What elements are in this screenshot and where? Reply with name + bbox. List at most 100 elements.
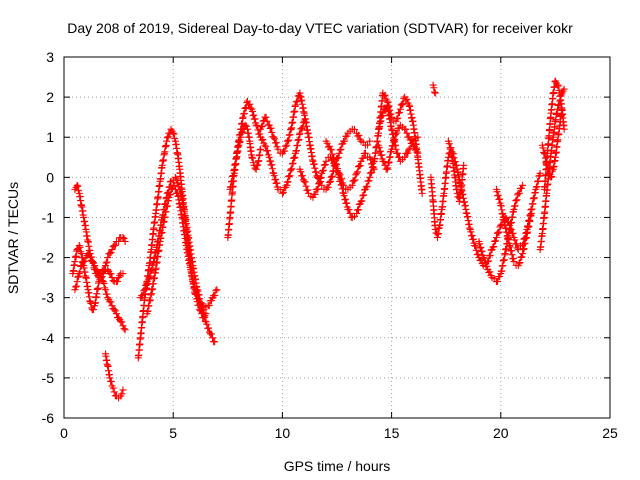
data-point [251, 115, 259, 123]
data-point [193, 290, 201, 298]
data-point [450, 154, 458, 162]
y-tick-label: 1 [46, 129, 54, 145]
data-point [324, 183, 332, 191]
series-track-t [492, 185, 535, 270]
data-point [174, 179, 182, 187]
axis-ticks: 0 5 10 15 20 25 -6 -5 -4 -3 -2 -1 0 1 2 3 [42, 49, 618, 441]
data-point [319, 166, 327, 174]
data-point [163, 137, 171, 145]
data-point [338, 175, 346, 183]
data-point [370, 165, 378, 173]
data-point [109, 277, 117, 285]
data-point [72, 282, 80, 290]
series-track-q [427, 145, 468, 241]
data-point [100, 267, 108, 275]
data-point [540, 148, 548, 156]
data-point [107, 248, 115, 256]
data-point [285, 136, 293, 144]
data-point [203, 320, 211, 328]
data-point [496, 273, 504, 281]
data-point [548, 167, 556, 175]
data-point [99, 278, 107, 286]
data-point [333, 165, 341, 173]
data-point [346, 209, 354, 217]
y-tick-label: -1 [42, 209, 55, 225]
data-point [451, 158, 459, 166]
data-point [337, 145, 345, 153]
data-point [536, 169, 544, 177]
data-point [527, 209, 535, 217]
data-point [205, 301, 213, 309]
y-tick-label: 0 [46, 169, 54, 185]
data-point [75, 270, 83, 278]
data-point [336, 146, 344, 154]
data-point [366, 137, 374, 145]
data-point [108, 274, 116, 282]
data-point [209, 334, 217, 342]
data-point [311, 190, 319, 198]
data-point [73, 278, 81, 286]
data-point [292, 101, 300, 109]
data-point [81, 257, 89, 265]
data-point [284, 178, 292, 186]
y-tick-label: -2 [42, 250, 55, 266]
data-point [494, 191, 502, 199]
data-point [257, 145, 265, 153]
series-track-l [322, 137, 378, 193]
data-point [267, 124, 275, 132]
data-point [106, 250, 114, 258]
data-point [146, 272, 154, 280]
data-point [300, 177, 308, 185]
data-point [353, 209, 361, 217]
data-point [262, 143, 270, 151]
data-point [395, 108, 403, 116]
data-point [297, 168, 305, 176]
data-point [396, 105, 404, 113]
data-point [402, 125, 410, 133]
data-point [257, 123, 265, 131]
data-point [265, 153, 273, 161]
data-point [107, 270, 115, 278]
data-point [72, 283, 80, 291]
data-point [545, 169, 553, 177]
series-track-w [538, 105, 566, 181]
data-point [108, 302, 116, 310]
series-track-s [475, 181, 527, 286]
data-point [406, 144, 414, 152]
data-point [292, 98, 300, 106]
data-point [268, 165, 276, 173]
data-point [139, 291, 147, 299]
data-point [547, 173, 555, 181]
data-point [111, 307, 119, 315]
data-point [485, 252, 493, 260]
x-tick-label: 20 [493, 425, 509, 441]
data-point [283, 181, 291, 189]
series-track-v [540, 77, 568, 193]
data-point [515, 259, 523, 267]
data-point [171, 185, 179, 193]
data-point [108, 246, 116, 254]
data-point [298, 124, 306, 132]
data-point [518, 184, 526, 192]
data-point [141, 286, 149, 294]
data-point [252, 121, 260, 129]
data-point [107, 298, 115, 306]
data-point [394, 114, 402, 122]
y-tick-label: -3 [42, 290, 55, 306]
data-point [480, 254, 488, 262]
data-point [397, 101, 405, 109]
data-point [335, 149, 343, 157]
data-point [86, 250, 94, 258]
data-point [357, 197, 365, 205]
data-point [507, 247, 515, 255]
data-point [489, 243, 497, 251]
data-point [354, 163, 362, 171]
data-point [445, 140, 453, 148]
y-tick-label: -5 [42, 370, 55, 386]
data-point [246, 100, 254, 108]
data-point [449, 150, 457, 158]
data-point [172, 175, 180, 183]
y-tick-label: 3 [46, 49, 54, 65]
data-point [282, 142, 290, 150]
data-point [119, 322, 127, 330]
